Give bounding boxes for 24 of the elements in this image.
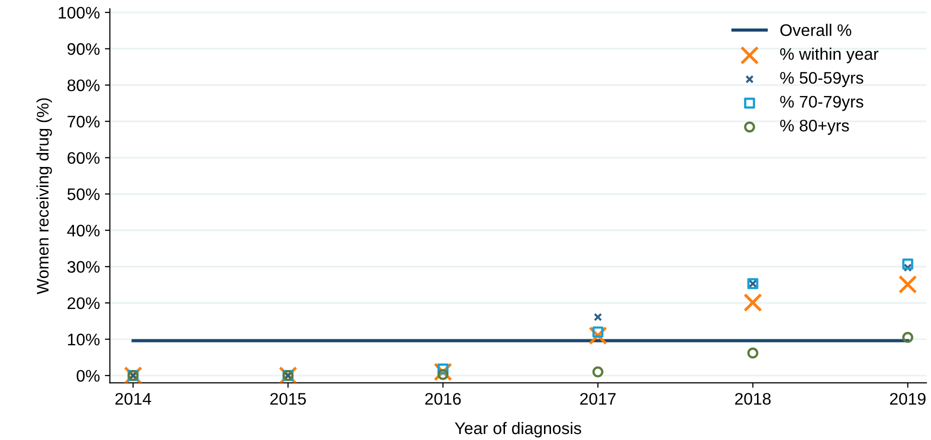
y-tick-label: 100%	[58, 6, 100, 19]
x-tick-label: 2018	[735, 392, 771, 405]
legend-label: % within year	[780, 48, 878, 64]
y-tick-label: 10%	[68, 334, 100, 346]
legend-label: % 70-79yrs	[780, 96, 864, 111]
y-tick-label: 30%	[67, 261, 100, 273]
y-tick-label: 40%	[67, 224, 100, 236]
y-tick-label: 90%	[68, 43, 100, 55]
y-axis-title: Women receiving drug (%)	[36, 98, 52, 294]
y-tick-label: 50%	[67, 188, 100, 200]
x-axis-title: Year of diagnosis	[454, 422, 582, 438]
x-tick-label: 2016	[425, 392, 461, 405]
legend-label: Overall %	[780, 24, 852, 36]
y-tick-label: 80%	[68, 79, 100, 92]
legend-label: % 80+yrs	[780, 120, 849, 135]
x-tick-label: 2014	[115, 392, 152, 405]
y-tick-label: 0%	[76, 370, 100, 382]
x-tick-label: 2017	[580, 392, 616, 405]
y-tick-label: 60%	[68, 152, 100, 164]
legend-label: % 50-59yrs	[780, 72, 864, 88]
y-tick-label: 20%	[68, 297, 100, 310]
y-tick-label: 70%	[68, 116, 100, 128]
x-tick-label: 2015	[270, 392, 306, 405]
x-tick-label: 2019	[890, 392, 926, 405]
